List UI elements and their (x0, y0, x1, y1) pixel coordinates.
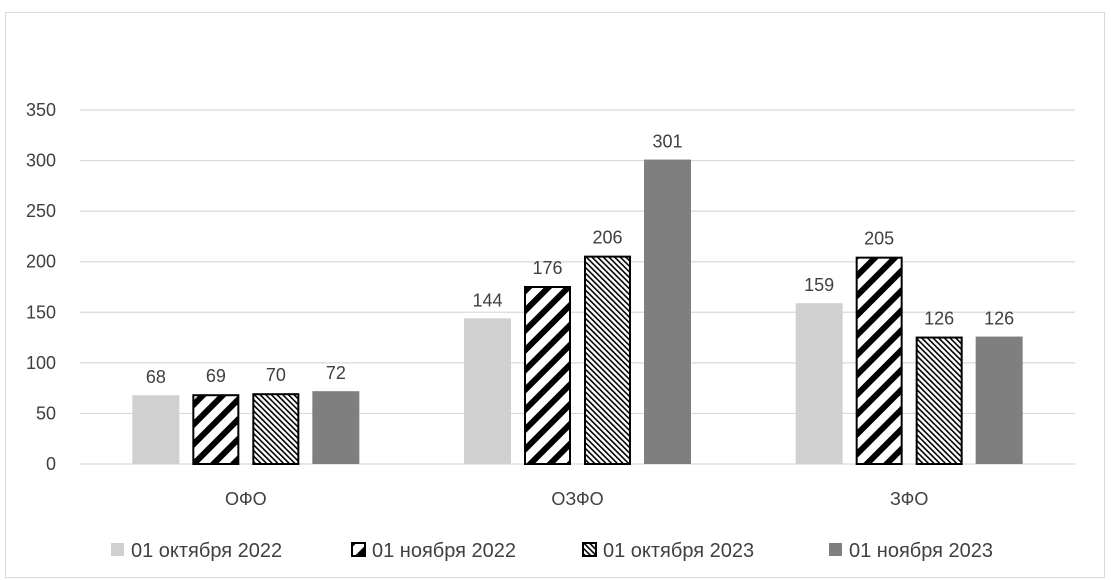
y-tick-label: 200 (26, 252, 56, 272)
data-label: 70 (266, 365, 286, 385)
bar-0-2 (252, 393, 300, 466)
data-label: 144 (472, 290, 502, 310)
bar-0-0 (132, 395, 180, 464)
data-label: 72 (326, 363, 346, 383)
y-tick-label: 250 (26, 201, 56, 221)
category-label: ОЗФО (551, 489, 603, 509)
legend-swatch (111, 543, 124, 556)
data-label: 205 (864, 229, 894, 249)
legend-label: 01 ноября 2023 (849, 540, 993, 562)
y-tick-label: 100 (26, 353, 56, 373)
y-axis-ticks: 0 50 100 150 200 250 300 350 (26, 100, 56, 474)
x-axis-categories: ОФО ОЗФО ЗФО (225, 489, 928, 509)
legend-label: 01 октября 2023 (603, 540, 754, 562)
data-label: 68 (146, 367, 166, 387)
data-label: 126 (984, 309, 1014, 329)
bar-1-2 (584, 255, 631, 465)
gridlines (80, 109, 1075, 465)
data-label: 176 (532, 258, 562, 278)
y-tick-label: 300 (26, 151, 56, 171)
data-label: 69 (206, 366, 226, 386)
legend-label: 01 ноября 2022 (372, 540, 516, 562)
y-tick-label: 50 (36, 403, 56, 423)
bar-0-3 (312, 391, 360, 464)
data-labels: 68 69 70 72 144 176 206 301 159 205 126 126 (146, 132, 1014, 388)
data-label: 126 (924, 309, 954, 329)
bar-1-0 (464, 318, 511, 464)
bar-2-1 (855, 256, 903, 465)
y-tick-label: 350 (26, 100, 56, 120)
legend-label: 01 октября 2022 (131, 540, 282, 562)
bar-2-2 (915, 336, 963, 465)
bar-0-1 (192, 394, 240, 465)
data-label: 301 (652, 132, 682, 152)
bars (132, 159, 1023, 466)
legend-swatch (351, 542, 366, 557)
category-label: ЗФО (890, 489, 928, 509)
legend-swatch (829, 543, 842, 556)
bar-2-3 (975, 336, 1023, 464)
y-tick-label: 0 (46, 454, 56, 474)
bar-1-1 (524, 285, 571, 466)
data-label: 159 (804, 275, 834, 295)
y-tick-label: 150 (26, 302, 56, 322)
legend-swatch (582, 542, 597, 557)
bar-1-3 (644, 159, 691, 464)
legend: 01 октября 2022 01 ноября 2022 01 октября … (111, 540, 993, 562)
data-label: 206 (592, 228, 622, 248)
bar-2-0 (795, 303, 843, 464)
category-label: ОФО (225, 489, 267, 509)
